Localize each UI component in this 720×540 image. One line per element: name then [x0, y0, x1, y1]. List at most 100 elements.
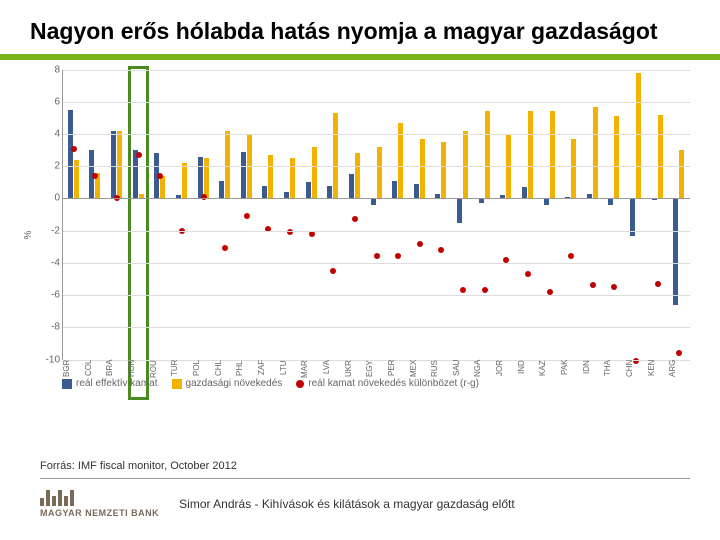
country-column — [496, 70, 518, 360]
bar — [312, 147, 317, 199]
title-bar: Nagyon erős hólabda hatás nyomja a magya… — [0, 0, 720, 60]
bar — [485, 111, 490, 198]
bar — [219, 181, 224, 199]
logo-bar — [70, 490, 74, 506]
country-column — [452, 70, 474, 360]
marker — [309, 231, 315, 237]
logo-bar — [46, 490, 50, 506]
logo-bar — [58, 490, 62, 506]
bar — [117, 131, 122, 199]
bar — [571, 139, 576, 199]
grid-line — [63, 166, 690, 167]
footer-text: Simor András - Kihívások és kilátások a … — [179, 497, 515, 511]
bar — [457, 198, 462, 222]
marker — [438, 247, 444, 253]
legend-item: reál kamat növekedés különbözet (r-g) — [296, 378, 479, 389]
country-column — [366, 70, 388, 360]
bar — [306, 182, 311, 198]
country-column — [150, 70, 172, 360]
marker — [157, 173, 163, 179]
country-column — [604, 70, 626, 360]
legend-label: reál kamat növekedés különbözet (r-g) — [308, 378, 479, 389]
y-tick: -8 — [51, 322, 60, 333]
country-column — [387, 70, 409, 360]
bar — [68, 110, 73, 199]
marker — [503, 257, 509, 263]
marker — [525, 271, 531, 277]
marker — [136, 152, 142, 158]
country-column — [409, 70, 431, 360]
grid-line — [63, 198, 690, 199]
grid-line — [63, 231, 690, 232]
marker — [611, 284, 617, 290]
grid-line — [63, 295, 690, 296]
bar — [290, 158, 295, 198]
logo-bars — [40, 490, 74, 506]
marker — [92, 173, 98, 179]
country-column — [214, 70, 236, 360]
bar — [333, 113, 338, 198]
logo: MAGYAR NEMZETI BANK — [40, 490, 159, 518]
source-text: Forrás: IMF fiscal monitor, October 2012 — [40, 460, 237, 472]
country-column — [474, 70, 496, 360]
legend-label: gazdasági növekedés — [186, 378, 283, 389]
bar — [679, 150, 684, 198]
country-column — [539, 70, 561, 360]
country-column — [582, 70, 604, 360]
page-title: Nagyon erős hólabda hatás nyomja a magya… — [30, 18, 690, 46]
marker — [330, 268, 336, 274]
bar — [262, 186, 267, 199]
bar — [420, 139, 425, 199]
country-column — [63, 70, 85, 360]
bar — [349, 174, 354, 198]
marker — [590, 282, 596, 288]
bar — [327, 186, 332, 199]
y-tick: -6 — [51, 290, 60, 301]
bar — [441, 142, 446, 198]
marker — [352, 216, 358, 222]
country-column — [301, 70, 323, 360]
marker — [676, 350, 682, 356]
bar — [636, 73, 641, 199]
bar — [204, 158, 209, 198]
y-axis: 86420-2-4-6-8-10 — [30, 70, 62, 360]
legend-item: reál effektív kamat — [62, 378, 158, 389]
country-column — [193, 70, 215, 360]
y-tick: -4 — [51, 257, 60, 268]
marker — [568, 253, 574, 259]
country-column — [344, 70, 366, 360]
bar — [355, 153, 360, 198]
y-tick: 2 — [54, 161, 60, 172]
bars-container — [63, 70, 690, 360]
bar — [392, 181, 397, 199]
bar — [160, 176, 165, 199]
bar — [528, 111, 533, 198]
logo-bar — [40, 498, 44, 506]
grid-line — [63, 70, 690, 71]
bar — [182, 163, 187, 198]
logo-bar — [52, 496, 56, 506]
chart: % 86420-2-4-6-8-10 BGRCOLBRAHUNROUTURPOL… — [30, 70, 690, 400]
bar — [658, 115, 663, 199]
bar — [414, 184, 419, 199]
marker — [460, 287, 466, 293]
marker — [417, 241, 423, 247]
logo-text: MAGYAR NEMZETI BANK — [40, 508, 159, 518]
bar — [614, 116, 619, 198]
y-tick: -2 — [51, 225, 60, 236]
legend-swatch — [296, 380, 304, 388]
legend: reál effektív kamat gazdasági növekedés re… — [62, 378, 690, 389]
marker — [71, 146, 77, 152]
grid-line — [63, 102, 690, 103]
marker — [222, 245, 228, 251]
country-column — [517, 70, 539, 360]
country-column — [560, 70, 582, 360]
bar — [198, 157, 203, 199]
marker — [374, 253, 380, 259]
bar — [241, 152, 246, 199]
country-column — [258, 70, 280, 360]
bar — [593, 107, 598, 199]
grid-line — [63, 263, 690, 264]
country-column — [323, 70, 345, 360]
country-column — [647, 70, 669, 360]
